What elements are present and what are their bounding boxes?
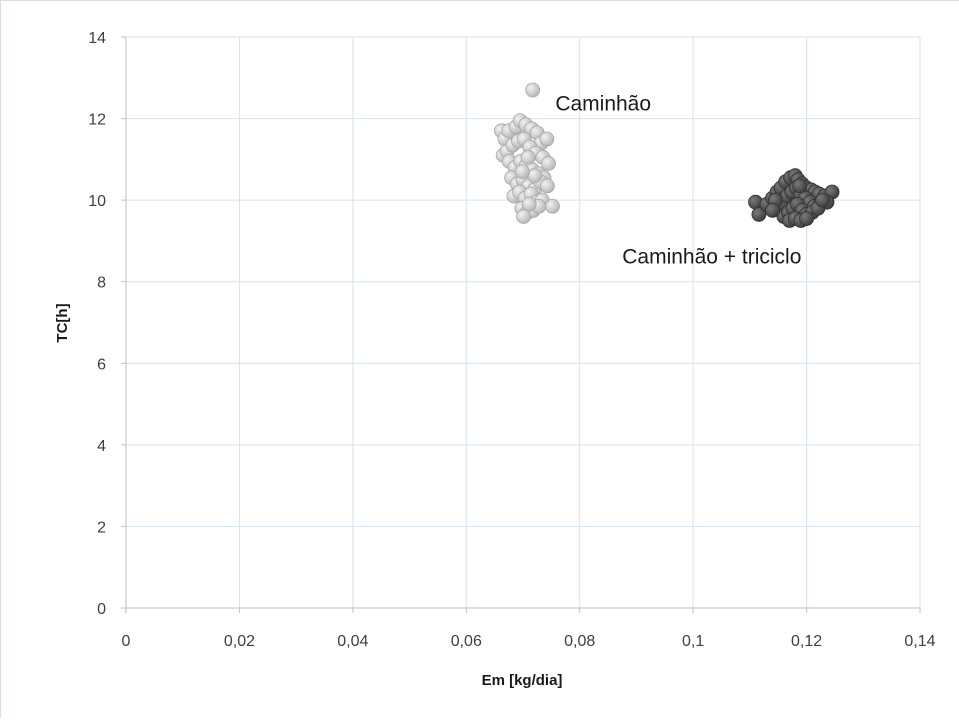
- y-tick-label: 8: [97, 275, 106, 292]
- data-point: [527, 168, 543, 184]
- data-point: [539, 178, 555, 194]
- data-point: [525, 82, 541, 98]
- series-1: [494, 82, 560, 224]
- x-tick-label: 0,08: [564, 633, 595, 650]
- x-tick-label: 0,14: [904, 633, 935, 650]
- y-tick-label: 12: [88, 112, 106, 129]
- series-2: [748, 168, 840, 228]
- annotation-label: Caminhão: [555, 92, 651, 115]
- y-tick-label: 0: [97, 601, 106, 618]
- y-tick-label: 14: [88, 30, 106, 47]
- x-tick-label: 0,12: [791, 633, 822, 650]
- data-point: [545, 198, 560, 214]
- x-tick-label: 0: [122, 633, 131, 650]
- data-point: [765, 202, 780, 218]
- y-axis-title: TC[h]: [54, 303, 71, 342]
- data-point: [515, 164, 530, 179]
- data-point: [539, 131, 555, 147]
- y-tick-label: 2: [97, 519, 106, 536]
- data-point: [520, 149, 536, 165]
- axes: [121, 36, 921, 613]
- annotations: Caminhão Caminhão + triciclo: [555, 92, 801, 268]
- x-tick-label: 0,02: [224, 633, 255, 650]
- x-tick-label: 0,04: [337, 633, 368, 650]
- tick-labels: 0 2 4 6 8 10 12 14 0 0,02 0,04 0,06 0,08 0,1 0,12 0,14: [88, 30, 935, 650]
- y-tick-label: 10: [88, 193, 106, 210]
- data-point: [541, 156, 556, 171]
- data-point: [799, 211, 814, 226]
- annotation-label: Caminhão + triciclo: [622, 245, 801, 268]
- data-point: [516, 209, 531, 224]
- y-tick-label: 6: [97, 356, 106, 373]
- x-tick-label: 0,06: [451, 633, 482, 650]
- data-point: [521, 196, 537, 212]
- data-point: [792, 178, 808, 194]
- data-point: [815, 192, 830, 208]
- y-tick-label: 4: [97, 438, 106, 455]
- x-axis-title: Em [kg/dia]: [482, 672, 563, 689]
- data-points: [494, 82, 840, 228]
- data-point: [751, 207, 767, 222]
- x-tick-label: 0,1: [682, 633, 704, 650]
